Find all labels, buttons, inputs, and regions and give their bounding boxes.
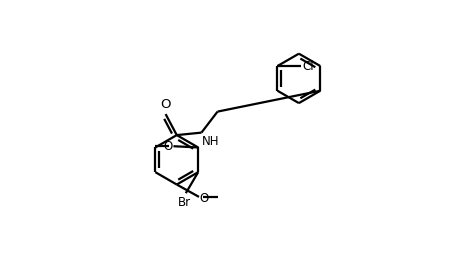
Text: O: O [159,98,170,111]
Text: Cl: Cl [302,60,313,73]
Text: O: O [199,192,208,205]
Text: O: O [163,140,172,153]
Text: Br: Br [177,196,190,209]
Text: NH: NH [201,135,219,148]
